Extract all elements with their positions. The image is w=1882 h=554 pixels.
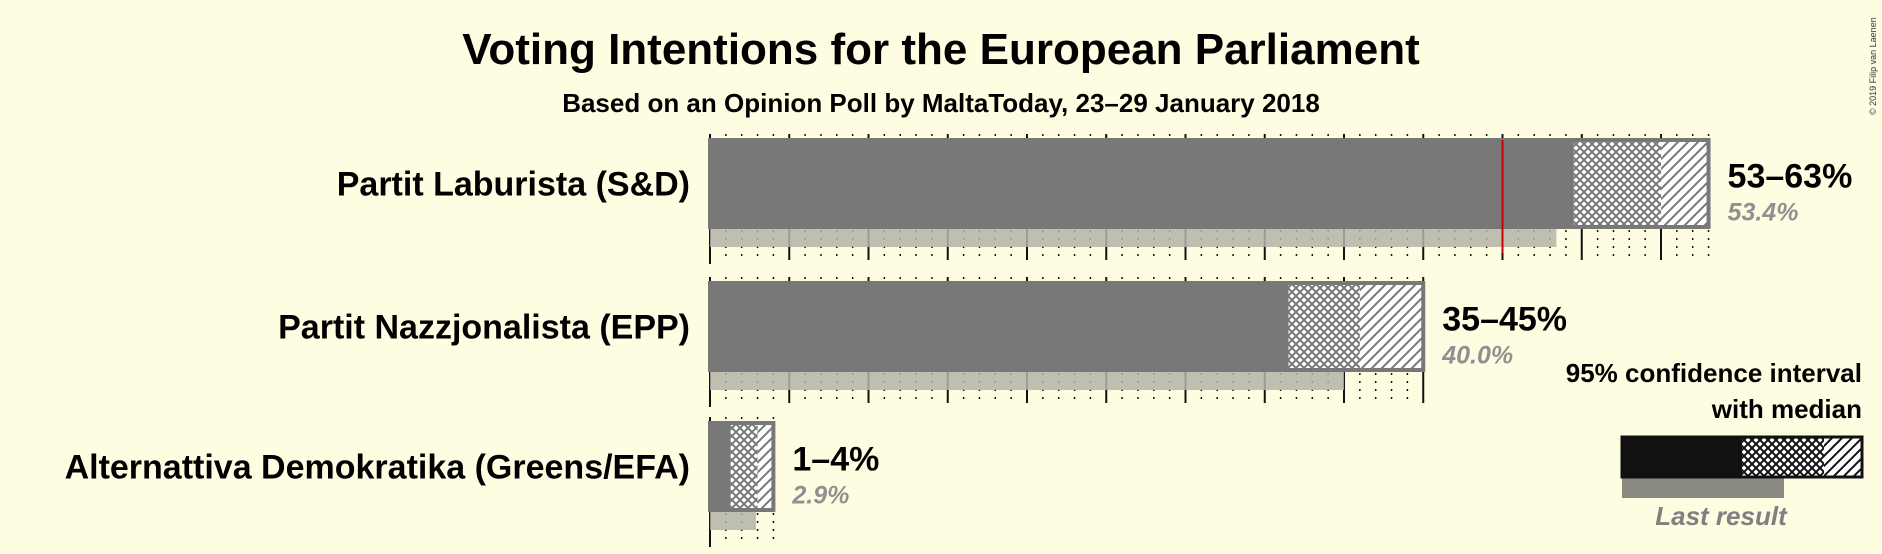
median-label: 2.9% <box>791 482 849 510</box>
legend: 95% confidence interval with median Last… <box>1566 358 1864 531</box>
bar-outline <box>708 138 1711 229</box>
legend-last-result-swatch <box>1622 476 1784 498</box>
last-result-bar <box>710 510 756 530</box>
bar-ci80 <box>1288 283 1360 370</box>
legend-line-2: with median <box>1711 394 1862 424</box>
range-label: 1–4% <box>792 441 879 479</box>
party-label: Partit Laburista (S&D) <box>337 166 690 204</box>
range-label: 35–45% <box>1442 301 1567 339</box>
legend-last-result-label: Last result <box>1655 501 1788 531</box>
bar-ci95 <box>1359 283 1424 370</box>
bar-ci80 <box>1573 140 1661 227</box>
legend-solid-swatch <box>1622 437 1742 477</box>
party-label: Partit Nazzjonalista (EPP) <box>278 309 690 347</box>
median-label: 53.4% <box>1728 199 1799 227</box>
copyright-text: © 2019 Filip van Laenen <box>1868 17 1878 115</box>
bar-ci80 <box>730 423 758 510</box>
last-result-bar <box>710 227 1557 247</box>
legend-95-swatch <box>1824 437 1862 477</box>
chart-subtitle: Based on an Opinion Poll by MaltaToday, … <box>562 88 1320 118</box>
legend-line-1: 95% confidence interval <box>1566 358 1862 388</box>
bar-outline <box>708 281 1426 372</box>
chart-title: Voting Intentions for the European Parli… <box>462 25 1420 74</box>
legend-outline <box>1620 435 1864 479</box>
bar-solid <box>710 423 731 510</box>
legend-80-swatch <box>1742 437 1824 477</box>
party-label: Alternattiva Demokratika (Greens/EFA) <box>65 449 690 487</box>
bar-outline <box>708 421 776 512</box>
bar-ci95 <box>1661 140 1709 227</box>
median-label: 40.0% <box>1441 342 1513 370</box>
range-label: 53–63% <box>1728 158 1853 196</box>
bar-solid <box>710 283 1289 370</box>
labels: Partit Laburista (S&D) 53–63% 53.4% Partit … <box>65 158 1853 510</box>
bar-solid <box>710 140 1574 227</box>
bar-ci95 <box>757 423 774 510</box>
bars <box>708 138 1711 530</box>
last-result-bar <box>710 370 1344 390</box>
